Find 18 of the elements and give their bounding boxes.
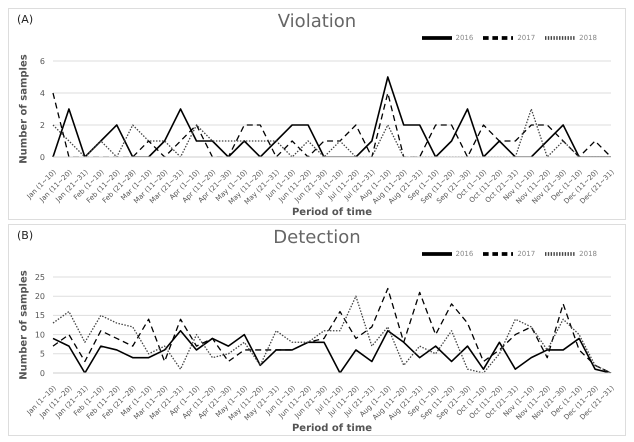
y-tick-label: 10: [34, 330, 45, 340]
x-axis-title: Period of time: [292, 207, 372, 218]
y-tick-label: 5: [40, 350, 45, 359]
y-tick-label: 6: [40, 56, 45, 66]
y-axis-title: Number of samples: [18, 270, 30, 380]
chart-title: Violation: [278, 11, 356, 32]
y-tick-label: 0: [40, 368, 45, 378]
y-tick-label: 15: [34, 311, 45, 320]
y-tick-label: 25: [34, 272, 45, 282]
text: (B): [17, 229, 34, 242]
x-axis-title: Period of time: [292, 423, 372, 434]
y-tick-label: 4: [40, 88, 45, 98]
y-tick-label: 2: [40, 120, 45, 130]
y-tick-label: 0: [40, 152, 45, 162]
y-axis-title: Number of samples: [18, 54, 30, 164]
chart-title: Detection: [273, 227, 361, 248]
y-tick-label: 20: [34, 292, 45, 302]
text: (A): [17, 13, 34, 26]
